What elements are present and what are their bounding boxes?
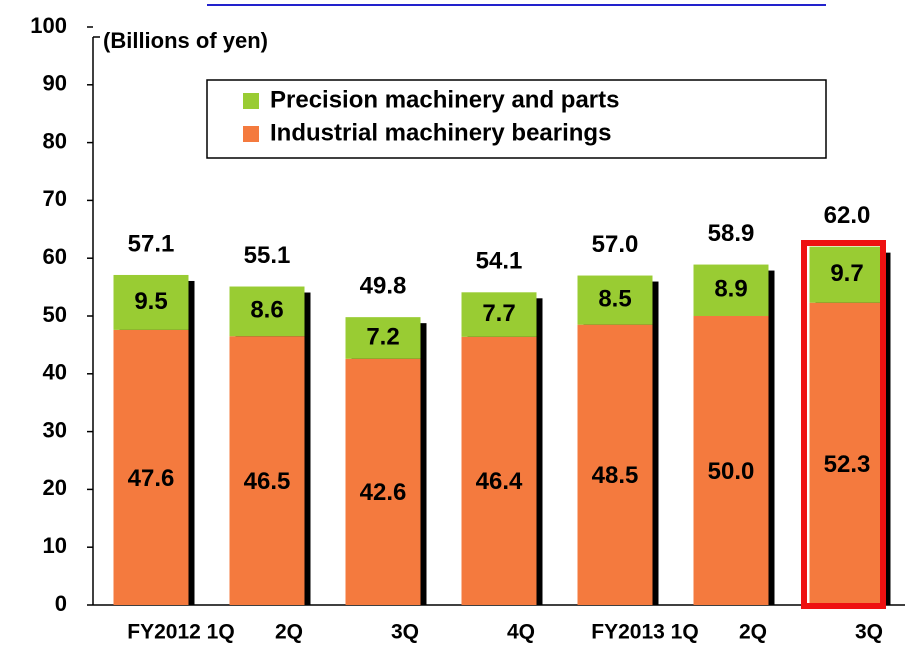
value-label: 7.7 [482, 300, 515, 327]
y-tick-label: 90 [43, 71, 67, 96]
y-tick-label: 40 [43, 360, 67, 385]
value-label: 50.0 [708, 458, 755, 485]
x-tick-label: FY2013 1Q [591, 621, 698, 644]
bar-segment [345, 358, 421, 605]
value-label: 9.5 [134, 288, 167, 315]
value-label: 42.6 [360, 479, 407, 506]
x-tick-label: FY2012 1Q [127, 621, 234, 644]
bar-segment [113, 329, 189, 605]
legend-swatch [243, 126, 259, 142]
total-label: 57.1 [128, 230, 175, 257]
value-label: 46.4 [476, 468, 523, 495]
legend-label: Industrial machinery bearings [270, 119, 611, 146]
total-label: 54.1 [476, 248, 523, 275]
total-label: 49.8 [360, 272, 407, 299]
bar-segment [693, 316, 769, 605]
bar-segment [113, 274, 189, 330]
bar-segment [693, 264, 769, 316]
value-label: 8.5 [598, 285, 631, 312]
x-tick-label: 2Q [275, 621, 303, 644]
x-tick-label: 2Q [739, 621, 767, 644]
bar-segment [577, 275, 653, 325]
value-label: 47.6 [128, 465, 175, 492]
value-label: 7.2 [366, 323, 399, 350]
y-tick-label: 30 [43, 417, 67, 442]
x-tick-label: 3Q [855, 621, 883, 644]
y-tick-label: 60 [43, 244, 67, 269]
legend-box [206, 79, 827, 159]
y-tick-label: 0 [55, 591, 67, 616]
y-tick-label: 10 [43, 533, 67, 558]
bar-segment [461, 292, 537, 337]
legend-label: Precision machinery and parts [270, 86, 619, 113]
y-tick-label: 20 [43, 475, 67, 500]
value-label: 9.7 [830, 260, 863, 287]
total-label: 57.0 [592, 231, 639, 258]
bar-segment [577, 324, 653, 605]
y-tick-label: 100 [30, 13, 67, 38]
total-label: 62.0 [824, 202, 871, 229]
value-label: 8.6 [250, 297, 283, 324]
total-label: 58.9 [708, 220, 755, 247]
value-label: 52.3 [824, 451, 871, 478]
value-label: 46.5 [244, 468, 291, 495]
y-tick-label: 70 [43, 186, 67, 211]
value-label: 8.9 [714, 276, 747, 303]
bar-segment [461, 336, 537, 605]
bar-segment [229, 286, 305, 337]
y-tick-label: 80 [43, 128, 67, 153]
legend-swatch [243, 93, 259, 109]
bar-segment [229, 336, 305, 605]
bar-segment [345, 317, 421, 359]
total-label: 55.1 [244, 242, 291, 269]
bar-segment [809, 246, 885, 303]
plot: 0 10 20 30 40 50 60 70 80 90 100 47.6 9.5 57.1 FY2012 … [30, 13, 905, 644]
bar-segment [809, 302, 885, 605]
highlight-box [801, 240, 886, 609]
x-tick-label: 4Q [507, 621, 535, 644]
y-axis-label: (Billions of yen) [103, 28, 268, 53]
x-tick-label: 3Q [391, 621, 419, 644]
y-tick-label: 50 [43, 302, 67, 327]
value-label: 48.5 [592, 462, 639, 489]
